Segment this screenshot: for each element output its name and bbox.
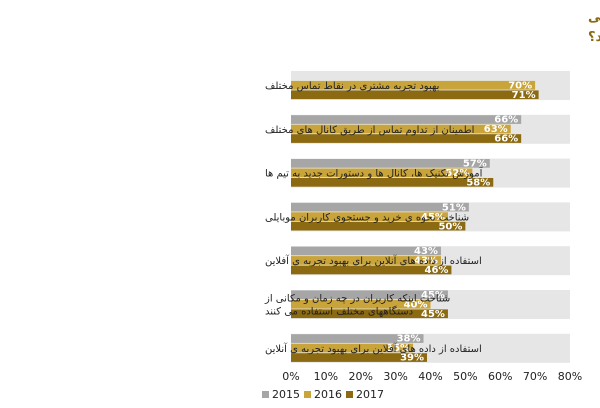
bar-2017	[291, 134, 522, 143]
bar-2015	[291, 334, 424, 343]
data-label: 43%	[414, 246, 438, 257]
legend: 2015 2016 2017	[262, 388, 384, 401]
category-label: اطمینان از تداوم تماس از طریق کانال های …	[265, 125, 474, 136]
data-label: 39%	[400, 353, 424, 364]
category-label: استفاده از داده های آفلاین برای بهبود تج…	[265, 342, 482, 355]
legend-swatch	[346, 391, 353, 398]
data-label: 45%	[421, 290, 445, 301]
bar-2017	[291, 309, 448, 319]
bar-2015	[291, 290, 448, 300]
data-label: 35%	[386, 343, 410, 354]
title-line: شرکت کنندگان در چه زمینه هایی و با چه نس…	[588, 8, 600, 25]
category-label: دستگاههای مختلف استفاده می کنند	[265, 306, 413, 318]
bars: 70%71%66%63%66%57%52%58%51%45%50%43%43%4…	[291, 80, 539, 364]
category-labels: بهبود تجربه مشتری در نقاط تماس مختلف اطمی…	[264, 81, 484, 355]
bar-2017	[291, 90, 539, 100]
data-label: 58%	[466, 178, 490, 189]
data-label: 50%	[438, 221, 462, 232]
x-tick-label: 0%	[282, 370, 299, 383]
data-label: 70%	[508, 80, 532, 91]
title-line: کرده اند؟	[588, 30, 600, 45]
data-label: 71%	[512, 90, 536, 101]
bar-2015	[291, 159, 490, 168]
x-axis: 0% 10% 20% 30% 40% 50% 60% 70% 80%	[282, 370, 582, 383]
legend-swatch	[262, 391, 269, 398]
bar-2016	[291, 80, 536, 90]
x-tick-label: 60%	[488, 370, 512, 383]
data-label: 38%	[397, 334, 421, 345]
x-tick-label: 10%	[314, 370, 338, 383]
data-label: 40%	[404, 299, 428, 310]
data-label: 63%	[484, 124, 508, 135]
bar-2016	[291, 299, 431, 309]
x-tick-label: 40%	[418, 370, 442, 383]
legend-label: 2015	[272, 388, 300, 401]
x-tick-label: 70%	[523, 370, 547, 383]
bar-2016	[291, 124, 511, 134]
x-tick-label: 80%	[558, 370, 582, 383]
bar-2015	[291, 115, 522, 124]
bar-2017	[291, 221, 466, 231]
legend-swatch	[304, 391, 311, 398]
data-label: 52%	[445, 168, 469, 179]
bar-2015	[291, 246, 441, 256]
bar-2017	[291, 353, 428, 362]
category-label: بهبود تجربه مشتری در نقاط تماس مختلف	[265, 81, 439, 92]
data-label: 57%	[463, 159, 487, 170]
bar-2016	[291, 168, 473, 178]
data-label: 51%	[442, 202, 466, 213]
x-tick-label: 30%	[383, 370, 407, 383]
bar-2017	[291, 265, 452, 275]
bar-2016	[291, 212, 448, 221]
bar-2015	[291, 202, 469, 212]
legend-label: 2017	[356, 388, 384, 401]
bar-2016	[291, 343, 414, 353]
bar-2017	[291, 178, 494, 187]
category-label: آموزش تکنیک ها، کانال ها و دستورات جدید …	[265, 167, 484, 180]
x-tick-label: 50%	[453, 370, 477, 383]
data-label: 66%	[494, 115, 518, 126]
data-label: 45%	[421, 212, 445, 223]
data-label: 46%	[424, 265, 448, 276]
data-label: 66%	[494, 134, 518, 145]
data-label: 45%	[421, 309, 445, 320]
category-label: استفاده از داده های آنلاین برای بهبود تج…	[265, 254, 482, 267]
legend-label: 2016	[314, 388, 342, 401]
category-label: شناخت اینکه کاربران در چه زمان و مکانی ا…	[264, 294, 450, 305]
chart-title: شرکت کنندگان در چه زمینه هایی و با چه نس…	[588, 8, 600, 45]
category-label: شناخت نحوه ی خرید و جستجوی کاربران موبای…	[265, 212, 469, 223]
data-label: 43%	[414, 256, 438, 267]
x-tick-label: 20%	[349, 370, 373, 383]
bar-2016	[291, 256, 441, 265]
